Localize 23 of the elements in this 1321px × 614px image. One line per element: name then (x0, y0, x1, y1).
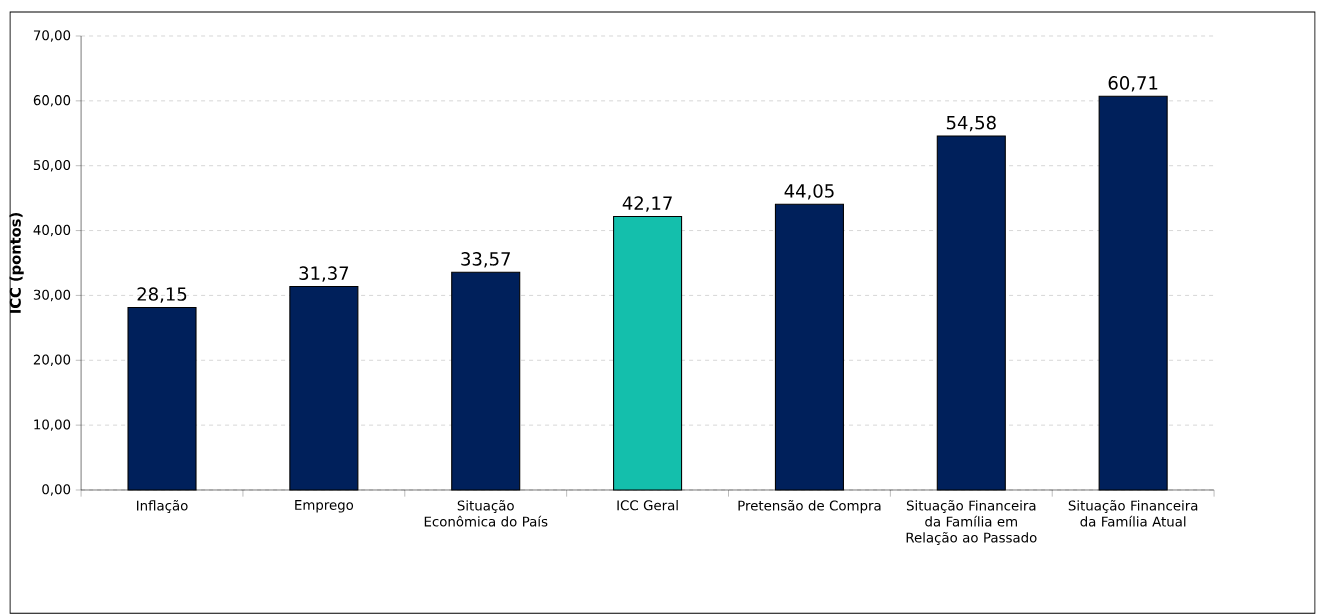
x-tick-label: Pretensão de Compra (738, 500, 881, 514)
y-tick-label: 50,00 (33, 159, 71, 172)
data-label: 44,05 (784, 184, 834, 200)
data-label: 33,57 (461, 252, 510, 268)
x-tick-label: Situação Financeira da Família Atual (1068, 500, 1198, 527)
y-tick-label: 40,00 (33, 224, 71, 237)
x-tick-label: Situação Financeira da Família em Relação ao Passado (906, 500, 1037, 545)
y-tick-label: 30,00 (33, 289, 71, 302)
y-axis-title: ICC (pontos) (9, 213, 24, 313)
y-tick-label: 70,00 (33, 30, 71, 42)
data-label: 31,37 (299, 266, 349, 282)
y-tick-label: 10,00 (34, 419, 71, 431)
x-tick-label: Emprego (295, 500, 354, 513)
y-tick-label: 20,00 (33, 354, 71, 366)
x-tick-label: ICC Geral (617, 500, 678, 511)
x-tick-label: Situação Econômica do País (424, 500, 548, 527)
data-label: 54,58 (946, 115, 996, 132)
data-label: 42,17 (622, 196, 672, 212)
data-label: 28,15 (137, 287, 187, 303)
y-tick-label: 0,00 (42, 484, 71, 496)
x-tick-label: Inflação (137, 500, 188, 513)
data-label: 60,71 (1108, 76, 1158, 92)
y-tick-label: 60,00 (33, 95, 71, 107)
